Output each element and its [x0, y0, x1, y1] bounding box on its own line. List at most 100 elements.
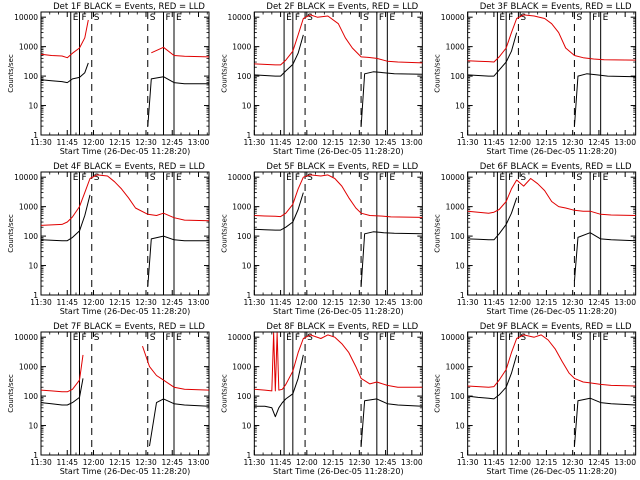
plot-title: Det 8F BLACK = Events, RED = LLD	[266, 322, 418, 332]
x-tick-label: 12:45	[588, 298, 610, 307]
time-marker-label: S	[94, 13, 100, 23]
plot-title: Det 3F BLACK = Events, RED = LLD	[480, 2, 632, 12]
x-tick-label: 11:30	[244, 138, 266, 147]
x-tick-label: 12:30	[562, 458, 584, 467]
y-tick-label: 1	[33, 291, 38, 300]
time-marker-label: E	[389, 173, 395, 183]
series-events-line	[467, 32, 636, 127]
x-axis-label: Start Time (26-Dec-05 11:28:20)	[486, 467, 617, 476]
series-lld-line	[40, 345, 210, 393]
x-tick-label: 12:15	[322, 298, 344, 307]
x-axis-label: Start Time (26-Dec-05 11:28:20)	[273, 467, 404, 476]
series-events-line	[254, 34, 423, 127]
y-tick-label: 100	[450, 72, 465, 81]
x-tick-label: 12:15	[536, 138, 558, 147]
x-tick-label: 13:00	[188, 458, 210, 467]
plot-panel-6: Det 6F BLACK = Events, RED = LLD 1 10 100 10…	[434, 162, 637, 316]
time-marker-label: F	[379, 173, 384, 183]
x-tick-label: 11:45	[483, 458, 505, 467]
y-tick-label: 10000	[14, 173, 38, 182]
y-axis-label: Counts/sec	[434, 214, 442, 253]
series-lld-line	[254, 174, 423, 218]
time-marker-label: E	[603, 13, 609, 23]
time-marker-label: S	[150, 333, 156, 343]
x-tick-label: 13:00	[614, 298, 636, 307]
y-tick-label: 1000	[232, 43, 251, 52]
y-axis-label: Counts/sec	[434, 54, 442, 93]
x-tick-label: 11:30	[457, 138, 479, 147]
x-tick-label: 11:45	[56, 458, 78, 467]
x-tick-label: 12:15	[536, 298, 558, 307]
time-marker-label: E	[389, 13, 395, 23]
y-tick-label: 10	[242, 262, 252, 271]
time-marker-label: E	[286, 333, 292, 343]
time-marker-label: S	[94, 173, 100, 183]
plot-frame	[40, 331, 210, 456]
y-axis-label: Counts/sec	[7, 214, 15, 253]
y-tick-label: 10000	[14, 13, 38, 22]
time-marker-label: S	[520, 173, 526, 183]
y-axis-label: Counts/sec	[220, 214, 228, 253]
x-tick-label: 12:00	[83, 458, 105, 467]
time-marker-label: F	[592, 173, 597, 183]
time-marker-label: S	[576, 173, 582, 183]
x-tick-label: 12:30	[349, 298, 371, 307]
plot-panel-9: Det 9F BLACK = Events, RED = LLD 1 10 100 10…	[434, 322, 637, 476]
y-tick-label: 100	[24, 232, 39, 241]
series-lld-line	[467, 14, 636, 63]
time-marker-label: F	[82, 333, 87, 343]
x-axis-label: Start Time (26-Dec-05 11:28:20)	[273, 307, 404, 316]
x-tick-label: 12:45	[375, 298, 397, 307]
x-tick-label: 11:45	[270, 138, 292, 147]
x-tick-label: 12:15	[536, 458, 558, 467]
y-tick-label: 10	[28, 422, 38, 431]
x-tick-label: 12:00	[83, 298, 105, 307]
plot-frame	[253, 331, 423, 456]
x-tick-label: 11:45	[270, 298, 292, 307]
time-marker-label: F	[295, 13, 300, 23]
y-axis-label: Counts/sec	[220, 54, 228, 93]
y-axis-label: Counts/sec	[220, 374, 228, 413]
x-tick-label: 11:45	[483, 138, 505, 147]
y-tick-label: 10000	[14, 333, 38, 342]
time-marker-label: E	[73, 333, 79, 343]
x-tick-label: 12:00	[509, 138, 531, 147]
x-tick-label: 12:15	[109, 298, 131, 307]
x-axis-label: Start Time (26-Dec-05 11:28:20)	[273, 147, 404, 156]
x-tick-label: 11:45	[483, 298, 505, 307]
y-tick-label: 1	[247, 451, 252, 460]
y-tick-label: 10	[455, 102, 465, 111]
y-tick-label: 100	[237, 232, 252, 241]
x-tick-label: 11:30	[30, 138, 52, 147]
x-tick-label: 12:30	[349, 138, 371, 147]
time-marker-label: F	[82, 173, 87, 183]
series-events-line	[40, 194, 209, 287]
x-tick-label: 12:30	[562, 138, 584, 147]
series-events-line	[467, 197, 636, 281]
x-tick-label: 11:30	[457, 298, 479, 307]
y-tick-label: 1000	[19, 43, 38, 52]
series-events-line	[40, 378, 210, 447]
time-marker-label: E	[286, 173, 292, 183]
y-tick-label: 100	[24, 392, 39, 401]
x-tick-label: 13:00	[401, 458, 423, 467]
time-marker-label: F	[592, 13, 597, 23]
time-marker-label: S	[307, 173, 313, 183]
x-tick-label: 12:45	[588, 458, 610, 467]
series-lld-line	[254, 332, 423, 392]
time-marker-label: F	[82, 13, 87, 23]
time-marker-label: S	[363, 13, 369, 23]
time-marker-label: F	[592, 333, 597, 343]
y-tick-label: 10	[455, 262, 465, 271]
time-marker-label: S	[520, 333, 526, 343]
y-tick-label: 10000	[441, 173, 465, 182]
x-tick-label: 12:45	[588, 138, 610, 147]
y-tick-label: 100	[237, 392, 252, 401]
y-tick-label: 1	[247, 291, 252, 300]
plot-panel-8: Det 8F BLACK = Events, RED = LLD 1 10 100 10…	[220, 322, 423, 476]
x-axis-label: Start Time (26-Dec-05 11:28:20)	[60, 467, 191, 476]
time-marker-label: E	[176, 13, 182, 23]
plot-title: Det 6F BLACK = Events, RED = LLD	[480, 162, 632, 172]
time-marker-label: F	[166, 173, 171, 183]
y-tick-label: 1000	[446, 203, 465, 212]
